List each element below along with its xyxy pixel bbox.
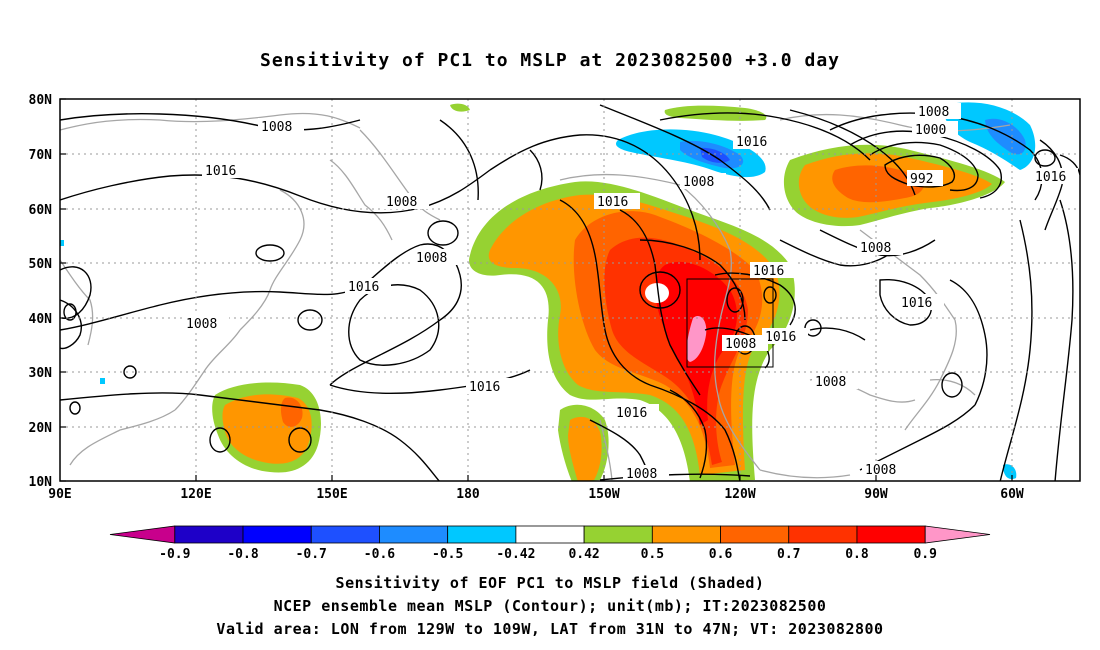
colorbar-segment [720, 525, 790, 544]
contour-label: 1008 [386, 195, 417, 210]
colorbar-label: 0.8 [845, 547, 869, 562]
colorbar-segment [515, 525, 585, 544]
caption-line-2: NCEP ensemble mean MSLP (Contour); unit(… [273, 597, 827, 615]
contour-label: 1008 [186, 317, 217, 332]
contour-label: 1008 [626, 467, 657, 482]
contour-label: 1008 [261, 120, 292, 135]
contour-label: 1016 [616, 406, 647, 421]
colorbar: -0.9 -0.8 -0.7 -0.6 -0.5 -0.42 0.42 0.5 0.6 0.7 0.… [109, 525, 991, 562]
colorbar-segment [788, 525, 858, 544]
contour-label: 1016 [597, 195, 628, 210]
contour-label: 1008 [683, 175, 714, 190]
colorbar-segment [242, 525, 312, 544]
colorbar-label: 0.6 [709, 547, 733, 562]
lat-labels: 80N 70N 60N 50N 40N 30N 20N 10N [29, 93, 53, 490]
contour-label: 1000 [915, 123, 946, 138]
colorbar-segment [583, 525, 653, 544]
contour-label: 1008 [725, 337, 756, 352]
colorbar-label: 0.5 [641, 547, 664, 562]
colorbar-label: -0.8 [227, 547, 258, 562]
colorbar-label: 0.7 [777, 547, 800, 562]
lat-label: 60N [29, 203, 53, 218]
caption-line-1: Sensitivity of EOF PC1 to MSLP field (Sh… [335, 574, 765, 592]
plot-frame [59, 98, 1081, 482]
colorbar-segment [856, 525, 926, 544]
lat-label: 10N [29, 475, 53, 490]
colorbar-label: -0.5 [432, 547, 463, 562]
colorbar-label: -0.6 [364, 547, 395, 562]
lon-label: 120W [724, 487, 755, 502]
lat-label: 50N [29, 257, 53, 272]
lat-label: 30N [29, 366, 53, 381]
caption-line-3: Valid area: LON from 129W to 109W, LAT f… [216, 620, 884, 638]
lon-label: 90W [864, 487, 888, 502]
coastlines [60, 112, 1011, 481]
chart-title: Sensitivity of PC1 to MSLP at 2023082500… [259, 50, 840, 71]
lon-label: 150W [588, 487, 619, 502]
contour-label: 1016 [765, 330, 796, 345]
contour-label: 1016 [469, 380, 500, 395]
colorbar-label: -0.42 [496, 547, 535, 562]
lon-label: 150E [316, 487, 347, 502]
colorbar-segment [447, 525, 517, 544]
contour-label: 992 [910, 172, 933, 187]
colorbar-segment [310, 525, 380, 544]
valid-area-box [686, 278, 774, 368]
gridlines [60, 99, 1080, 481]
contour-label: 1016 [736, 135, 767, 150]
tick-marks [60, 98, 1013, 482]
lat-label: 40N [29, 312, 53, 327]
lon-labels: 90E 120E 150E 180 150W 120W 90W 60W [48, 487, 1024, 502]
lon-label: 180 [456, 487, 480, 502]
lat-label: 20N [29, 421, 53, 436]
contour-label: 1008 [918, 105, 949, 120]
colorbar-segment [109, 525, 176, 544]
contour-label: 1008 [416, 251, 447, 266]
colorbar-label: -0.9 [159, 547, 190, 562]
colorbar-segment [174, 525, 244, 544]
colorbar-segment [924, 525, 991, 544]
contour-label: 1016 [753, 264, 784, 279]
colorbar-segment [379, 525, 449, 544]
colorbar-label: 0.9 [913, 547, 936, 562]
contour-label: 1008 [865, 463, 896, 478]
contour-label: 1016 [1035, 170, 1066, 185]
contour-label: 1016 [348, 280, 379, 295]
contour-label: 1016 [205, 164, 236, 179]
contour-label: 1008 [860, 241, 891, 256]
contour-label-group: 1008 1016 1008 1016 1008 1016 1008 1016 … [183, 103, 1078, 482]
lat-label: 80N [29, 93, 53, 108]
lat-label: 70N [29, 148, 53, 163]
colorbar-segment [651, 525, 721, 544]
colorbar-label: -0.7 [296, 547, 327, 562]
lon-label: 120E [180, 487, 211, 502]
lon-label: 60W [1000, 487, 1024, 502]
contour-label: 1008 [815, 375, 846, 390]
lon-label: 90E [48, 487, 71, 502]
mslp-contours [60, 104, 1080, 481]
colorbar-label: 0.42 [568, 547, 599, 562]
contour-label: 1016 [901, 296, 932, 311]
